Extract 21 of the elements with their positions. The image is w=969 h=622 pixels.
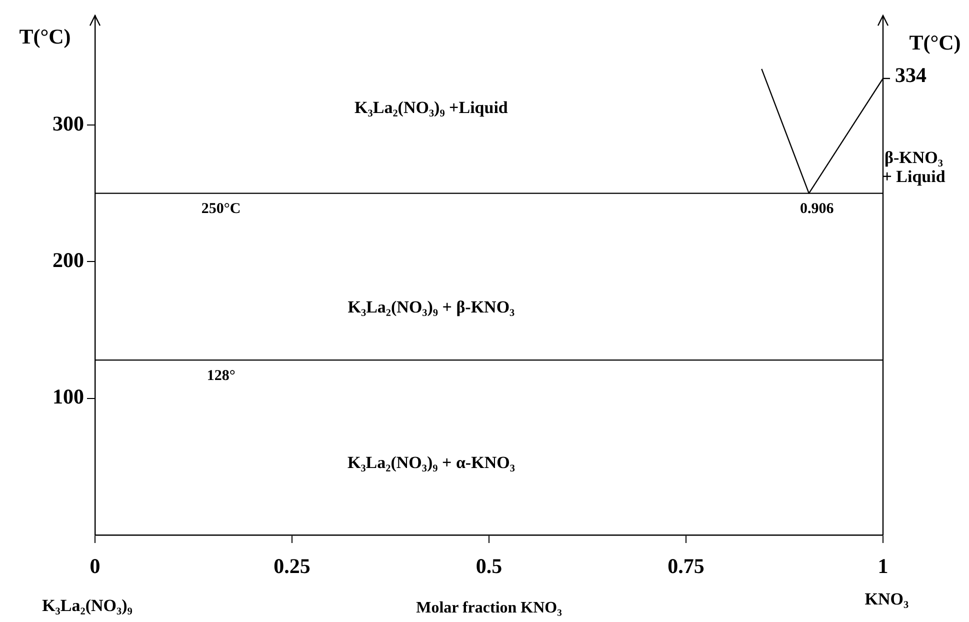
y-tick-label: 200	[52, 248, 84, 272]
x-axis-title: Molar fraction KNO₃	[416, 600, 562, 617]
y-tick-label: 300	[52, 111, 84, 136]
annotation: 334	[895, 62, 927, 87]
annotation: 0.906	[800, 201, 834, 218]
ref-line-label: 250°C	[201, 201, 241, 218]
x-tick-label: 0.75	[668, 554, 704, 578]
text: K₃La₂(NO₃)₉	[42, 596, 132, 615]
annotation: K₃La₂(NO₃)₉ + β-KNO₃	[348, 297, 515, 316]
ref-line-label: 128°	[206, 368, 236, 384]
y-axis-title: T(°C)	[19, 24, 71, 48]
x-tick-label: 0	[90, 554, 100, 578]
x-tick-label: 0.5	[476, 554, 502, 578]
text: KNO₃	[864, 590, 909, 609]
x-tick-label: 0.25	[274, 554, 310, 578]
y2-axis-title: T(°C)	[909, 30, 961, 54]
x-tick-label: 1	[878, 554, 888, 578]
y-tick-label: 100	[52, 384, 84, 409]
annotation: K₃La₂(NO₃)₉ + α-KNO₃	[347, 452, 515, 472]
annotation: β-KNO₃ + Liquid	[882, 148, 946, 186]
annotation: K₃La₂(NO₃)₉ +Liquid	[354, 98, 508, 118]
